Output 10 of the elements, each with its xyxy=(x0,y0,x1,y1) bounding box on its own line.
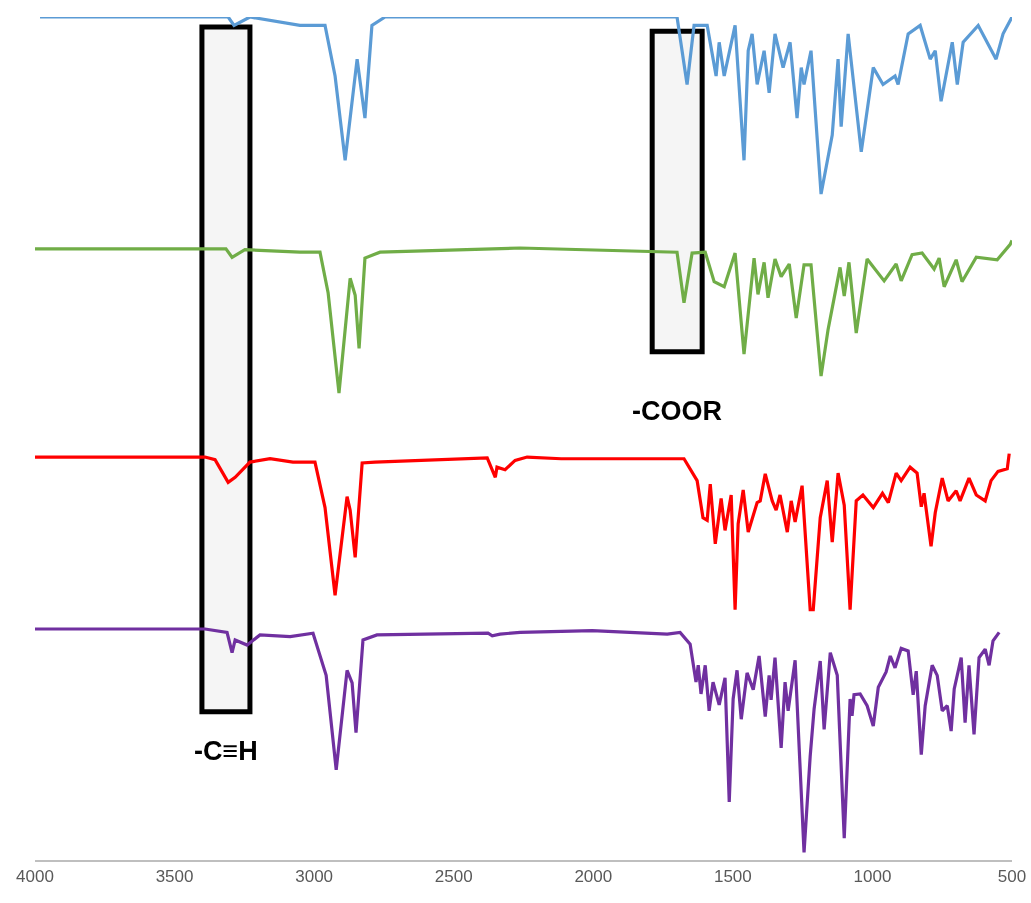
x-tick-label: 2500 xyxy=(434,867,473,887)
x-tick-label: 500 xyxy=(997,867,1027,887)
x-tick-label: 2000 xyxy=(574,867,613,887)
band-label: -COOR xyxy=(632,396,722,426)
x-tick-label: 1500 xyxy=(713,867,752,887)
x-tick-label: 3000 xyxy=(295,867,334,887)
band-label: -C≡H xyxy=(194,736,258,766)
x-tick-label: 3500 xyxy=(155,867,194,887)
x-tick-label: 4000 xyxy=(16,867,54,887)
x-tick-label: 1000 xyxy=(853,867,892,887)
